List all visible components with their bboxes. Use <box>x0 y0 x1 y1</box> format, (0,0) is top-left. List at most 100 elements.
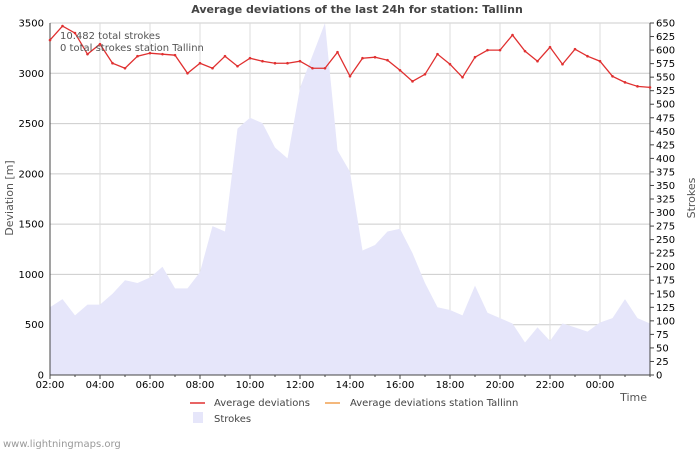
avg-deviation-point <box>61 24 64 28</box>
y-left-tick-label: 1000 <box>19 270 44 281</box>
axis-ticks: 0 500 1000 1500 2000 2500 3000 3500 0 25 50 75 100 12… <box>19 19 676 392</box>
avg-deviation-point <box>636 85 639 88</box>
y-axis-right-label: Strokes <box>685 177 698 218</box>
x-tick-label: 06:00 <box>136 380 165 391</box>
avg-deviation-point <box>211 66 214 70</box>
y-right-tick-label: 175 <box>656 276 675 287</box>
avg-deviation-point <box>598 59 602 63</box>
avg-deviation-point <box>73 31 77 35</box>
avg-deviation-point <box>148 51 152 55</box>
avg-deviation-point <box>311 66 314 70</box>
x-tick-label: 18:00 <box>436 380 465 391</box>
y-left-tick-label: 1500 <box>19 220 44 231</box>
y-right-tick-label: 325 <box>656 195 675 206</box>
y-left-tick-label: 3000 <box>19 69 44 80</box>
y-right-tick-label: 575 <box>656 59 675 70</box>
strokes-series <box>50 23 650 375</box>
y-right-tick-label: 25 <box>656 357 669 368</box>
avg-deviation-point <box>461 76 464 79</box>
x-tick-label: 10:00 <box>236 380 265 391</box>
legend-avg-label: Average deviations <box>214 398 310 409</box>
avg-deviation-point <box>473 55 477 59</box>
avg-deviation-point <box>86 52 89 56</box>
y-left-tick-label: 3500 <box>19 19 44 30</box>
avg-deviation-point <box>286 61 289 65</box>
avg-deviation-point <box>111 61 114 65</box>
total-strokes-annotation: 10.482 total strokes <box>60 31 160 42</box>
avg-deviation-point <box>623 81 627 84</box>
y-right-tick-label: 500 <box>656 100 675 111</box>
y-axis-left-label: Deviation [m] <box>3 160 16 235</box>
avg-deviation-point <box>136 54 139 58</box>
avg-deviation-point <box>523 49 527 53</box>
strokes-area <box>50 23 650 375</box>
avg-deviation-point <box>586 54 589 58</box>
y-left-tick-label: 2000 <box>19 169 44 180</box>
y-right-tick-label: 225 <box>656 249 675 260</box>
avg-deviation-point <box>323 66 327 70</box>
x-tick-label: 02:00 <box>36 380 65 391</box>
x-tick-label: 14:00 <box>336 380 365 391</box>
site-credit: www.lightningmaps.org <box>3 439 121 450</box>
avg-deviation-point <box>348 75 352 78</box>
station-strokes-annotation: 0 total strokes station Tallinn <box>60 43 204 54</box>
y-right-tick-label: 375 <box>656 167 675 178</box>
avg-deviation-point <box>48 38 52 42</box>
y-right-tick-label: 400 <box>656 154 675 165</box>
avg-deviation-point <box>498 48 502 52</box>
legend: Average deviations Average deviations st… <box>190 398 518 425</box>
x-tick-label: 08:00 <box>186 380 215 391</box>
y-right-tick-label: 600 <box>656 46 675 57</box>
avg-deviation-point <box>486 48 489 52</box>
avg-deviation-point <box>198 61 202 65</box>
legend-strokes-swatch <box>193 412 203 423</box>
legend-strokes-label: Strokes <box>214 414 251 425</box>
avg-deviation-point <box>548 45 552 49</box>
avg-deviation-point <box>273 61 277 65</box>
avg-deviation-point <box>336 50 339 54</box>
avg-deviation-point <box>161 52 164 56</box>
y-right-tick-label: 625 <box>656 32 675 43</box>
avg-deviation-point <box>186 71 189 75</box>
avg-deviation-point <box>298 59 302 63</box>
avg-deviation-point <box>223 54 227 58</box>
avg-deviation-point <box>386 58 389 62</box>
avg-deviation-point <box>236 64 239 68</box>
legend-avg-station-label: Average deviations station Tallinn <box>350 398 518 409</box>
avg-deviation-point <box>261 59 264 63</box>
avg-deviation-point <box>611 75 614 78</box>
avg-deviation-point <box>248 56 252 60</box>
y-right-tick-label: 350 <box>656 181 675 192</box>
y-right-tick-label: 450 <box>656 127 675 138</box>
y-right-tick-label: 200 <box>656 262 675 273</box>
y-right-tick-label: 425 <box>656 140 675 151</box>
y-left-tick-label: 0 <box>38 371 44 382</box>
avg-deviation-point <box>398 68 402 72</box>
x-tick-label: 16:00 <box>386 380 415 391</box>
chart-title: Average deviations of the last 24h for s… <box>191 3 523 16</box>
x-tick-label: 00:00 <box>586 380 615 391</box>
avg-deviation-point <box>436 52 439 56</box>
avg-deviation-point <box>423 72 427 76</box>
avg-deviation-point <box>411 80 414 83</box>
avg-deviation-point <box>536 59 539 63</box>
avg-deviation-point <box>361 56 364 60</box>
y-right-tick-label: 50 <box>656 343 669 354</box>
avg-deviation-point <box>123 66 127 70</box>
avg-deviation-point <box>648 86 652 89</box>
y-right-tick-label: 650 <box>656 19 675 30</box>
y-right-tick-label: 100 <box>656 316 675 327</box>
avg-deviation-point <box>573 47 577 51</box>
x-tick-label: 12:00 <box>286 380 315 391</box>
y-left-tick-label: 2500 <box>19 119 44 130</box>
avg-deviation-point <box>373 55 377 59</box>
avg-deviation-point <box>561 62 564 66</box>
y-right-tick-label: 125 <box>656 303 675 314</box>
avg-deviation-point <box>448 62 452 66</box>
y-right-tick-label: 75 <box>656 330 669 341</box>
average-deviations-series <box>48 24 652 89</box>
y-right-tick-label: 475 <box>656 113 675 124</box>
avg-deviation-point <box>511 33 514 37</box>
